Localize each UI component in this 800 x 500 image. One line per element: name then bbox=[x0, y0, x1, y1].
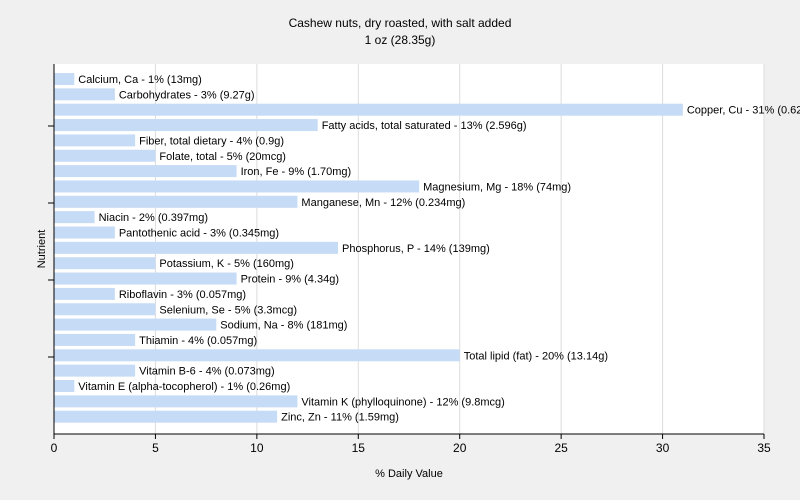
x-tick-label: 5 bbox=[152, 441, 159, 455]
bar-label: Sodium, Na - 8% (181mg) bbox=[220, 320, 347, 332]
bar-label: Thiamin - 4% (0.057mg) bbox=[139, 335, 257, 347]
bar bbox=[54, 119, 318, 132]
bar bbox=[54, 287, 115, 300]
y-axis-ticks bbox=[48, 125, 54, 358]
bar bbox=[54, 165, 237, 178]
bar-labels: Calcium, Ca - 1% (13mg) Carbohydrates - 3… bbox=[78, 74, 800, 424]
bar bbox=[54, 318, 217, 331]
x-tick-label: 15 bbox=[352, 441, 366, 455]
bar-label: Manganese, Mn - 12% (0.234mg) bbox=[301, 197, 465, 209]
bar-label: Fiber, total dietary - 4% (0.9g) bbox=[139, 135, 284, 147]
x-tick-label: 20 bbox=[453, 441, 467, 455]
x-tick-label: 30 bbox=[656, 441, 670, 455]
chart-title: Cashew nuts, dry roasted, with salt adde… bbox=[289, 16, 512, 30]
bar bbox=[54, 395, 298, 408]
bar bbox=[54, 333, 136, 346]
y-axis-label: Nutrient bbox=[36, 230, 48, 269]
bar bbox=[54, 103, 683, 116]
bar-label: Phosphorus, P - 14% (139mg) bbox=[342, 243, 490, 255]
bar-label: Vitamin K (phylloquinone) - 12% (9.8mcg) bbox=[301, 396, 504, 408]
bar bbox=[54, 272, 237, 285]
bar bbox=[54, 211, 95, 224]
bar bbox=[54, 303, 156, 316]
bar bbox=[54, 134, 136, 147]
x-tick-label: 0 bbox=[51, 441, 58, 455]
bars bbox=[54, 73, 683, 423]
chart-subtitle: 1 oz (28.35g) bbox=[365, 33, 436, 47]
bar-label: Fatty acids, total saturated - 13% (2.59… bbox=[322, 120, 527, 132]
bar bbox=[54, 349, 460, 362]
bar-label: Iron, Fe - 9% (1.70mg) bbox=[241, 166, 352, 178]
x-tick-label: 10 bbox=[250, 441, 264, 455]
bar-label: Magnesium, Mg - 18% (74mg) bbox=[423, 181, 571, 193]
bar-label: Selenium, Se - 5% (3.3mcg) bbox=[159, 304, 297, 316]
bar bbox=[54, 88, 115, 101]
bar-label: Vitamin B-6 - 4% (0.073mg) bbox=[139, 366, 275, 378]
bar bbox=[54, 241, 338, 254]
bar bbox=[54, 257, 156, 270]
bar-label: Pantothenic acid - 3% (0.345mg) bbox=[119, 228, 279, 240]
bar-label: Zinc, Zn - 11% (1.59mg) bbox=[281, 412, 399, 424]
bar bbox=[54, 364, 136, 377]
x-axis-label: % Daily Value bbox=[375, 468, 443, 480]
x-axis-ticks: 0 5 10 15 20 25 30 35 bbox=[51, 434, 771, 455]
bar-label: Carbohydrates - 3% (9.27g) bbox=[119, 89, 255, 101]
bar-label: Riboflavin - 3% (0.057mg) bbox=[119, 289, 246, 301]
bar-label: Protein - 9% (4.34g) bbox=[241, 274, 339, 286]
bar-label: Vitamin E (alpha-tocopherol) - 1% (0.26m… bbox=[78, 381, 290, 393]
bar-label: Total lipid (fat) - 20% (13.14g) bbox=[464, 350, 608, 362]
bar-label: Copper, Cu - 31% (0.629mg) bbox=[687, 105, 800, 117]
bar bbox=[54, 226, 115, 239]
bar bbox=[54, 195, 298, 208]
bar bbox=[54, 410, 278, 423]
bar bbox=[54, 180, 420, 193]
x-tick-label: 25 bbox=[554, 441, 568, 455]
bar bbox=[54, 380, 75, 392]
bar-label: Niacin - 2% (0.397mg) bbox=[99, 212, 208, 224]
x-tick-label: 35 bbox=[757, 441, 771, 455]
bar-label: Potassium, K - 5% (160mg) bbox=[159, 258, 294, 270]
bar-label: Folate, total - 5% (20mcg) bbox=[159, 151, 286, 163]
bar-label: Calcium, Ca - 1% (13mg) bbox=[78, 74, 201, 86]
bar bbox=[54, 149, 156, 162]
bar bbox=[54, 73, 75, 85]
